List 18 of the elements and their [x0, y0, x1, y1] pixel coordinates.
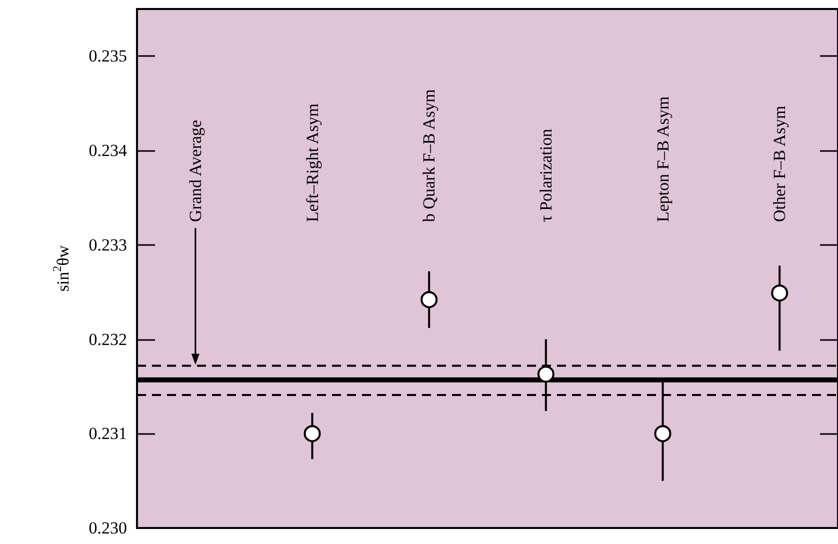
point: [654, 425, 672, 442]
point: [420, 291, 438, 308]
x-tick-label: Other F–B Asym: [770, 106, 790, 222]
x-tick-label: b Quark F–B Asym: [420, 89, 439, 222]
y-tick-label: 0.234: [88, 141, 128, 160]
x-tick-label: Lepton F–B Asym: [653, 96, 672, 222]
y-tick-label: 0.231: [88, 424, 127, 444]
y-tick-label: 0.232: [88, 330, 127, 349]
point: [304, 425, 321, 442]
x-tick-label: Left–Right Asym: [302, 103, 322, 222]
y-axis-title: sin2θw: [50, 244, 72, 292]
y-tick-label: 0.235: [88, 46, 127, 66]
y-tick-label: 0.230: [88, 518, 127, 538]
point: [537, 366, 554, 383]
point: [771, 284, 788, 302]
x-tick-label: τ Polarization: [536, 128, 556, 222]
x-tick-label: Grand Average: [186, 120, 205, 222]
y-tick-label: 0.233: [88, 235, 127, 254]
